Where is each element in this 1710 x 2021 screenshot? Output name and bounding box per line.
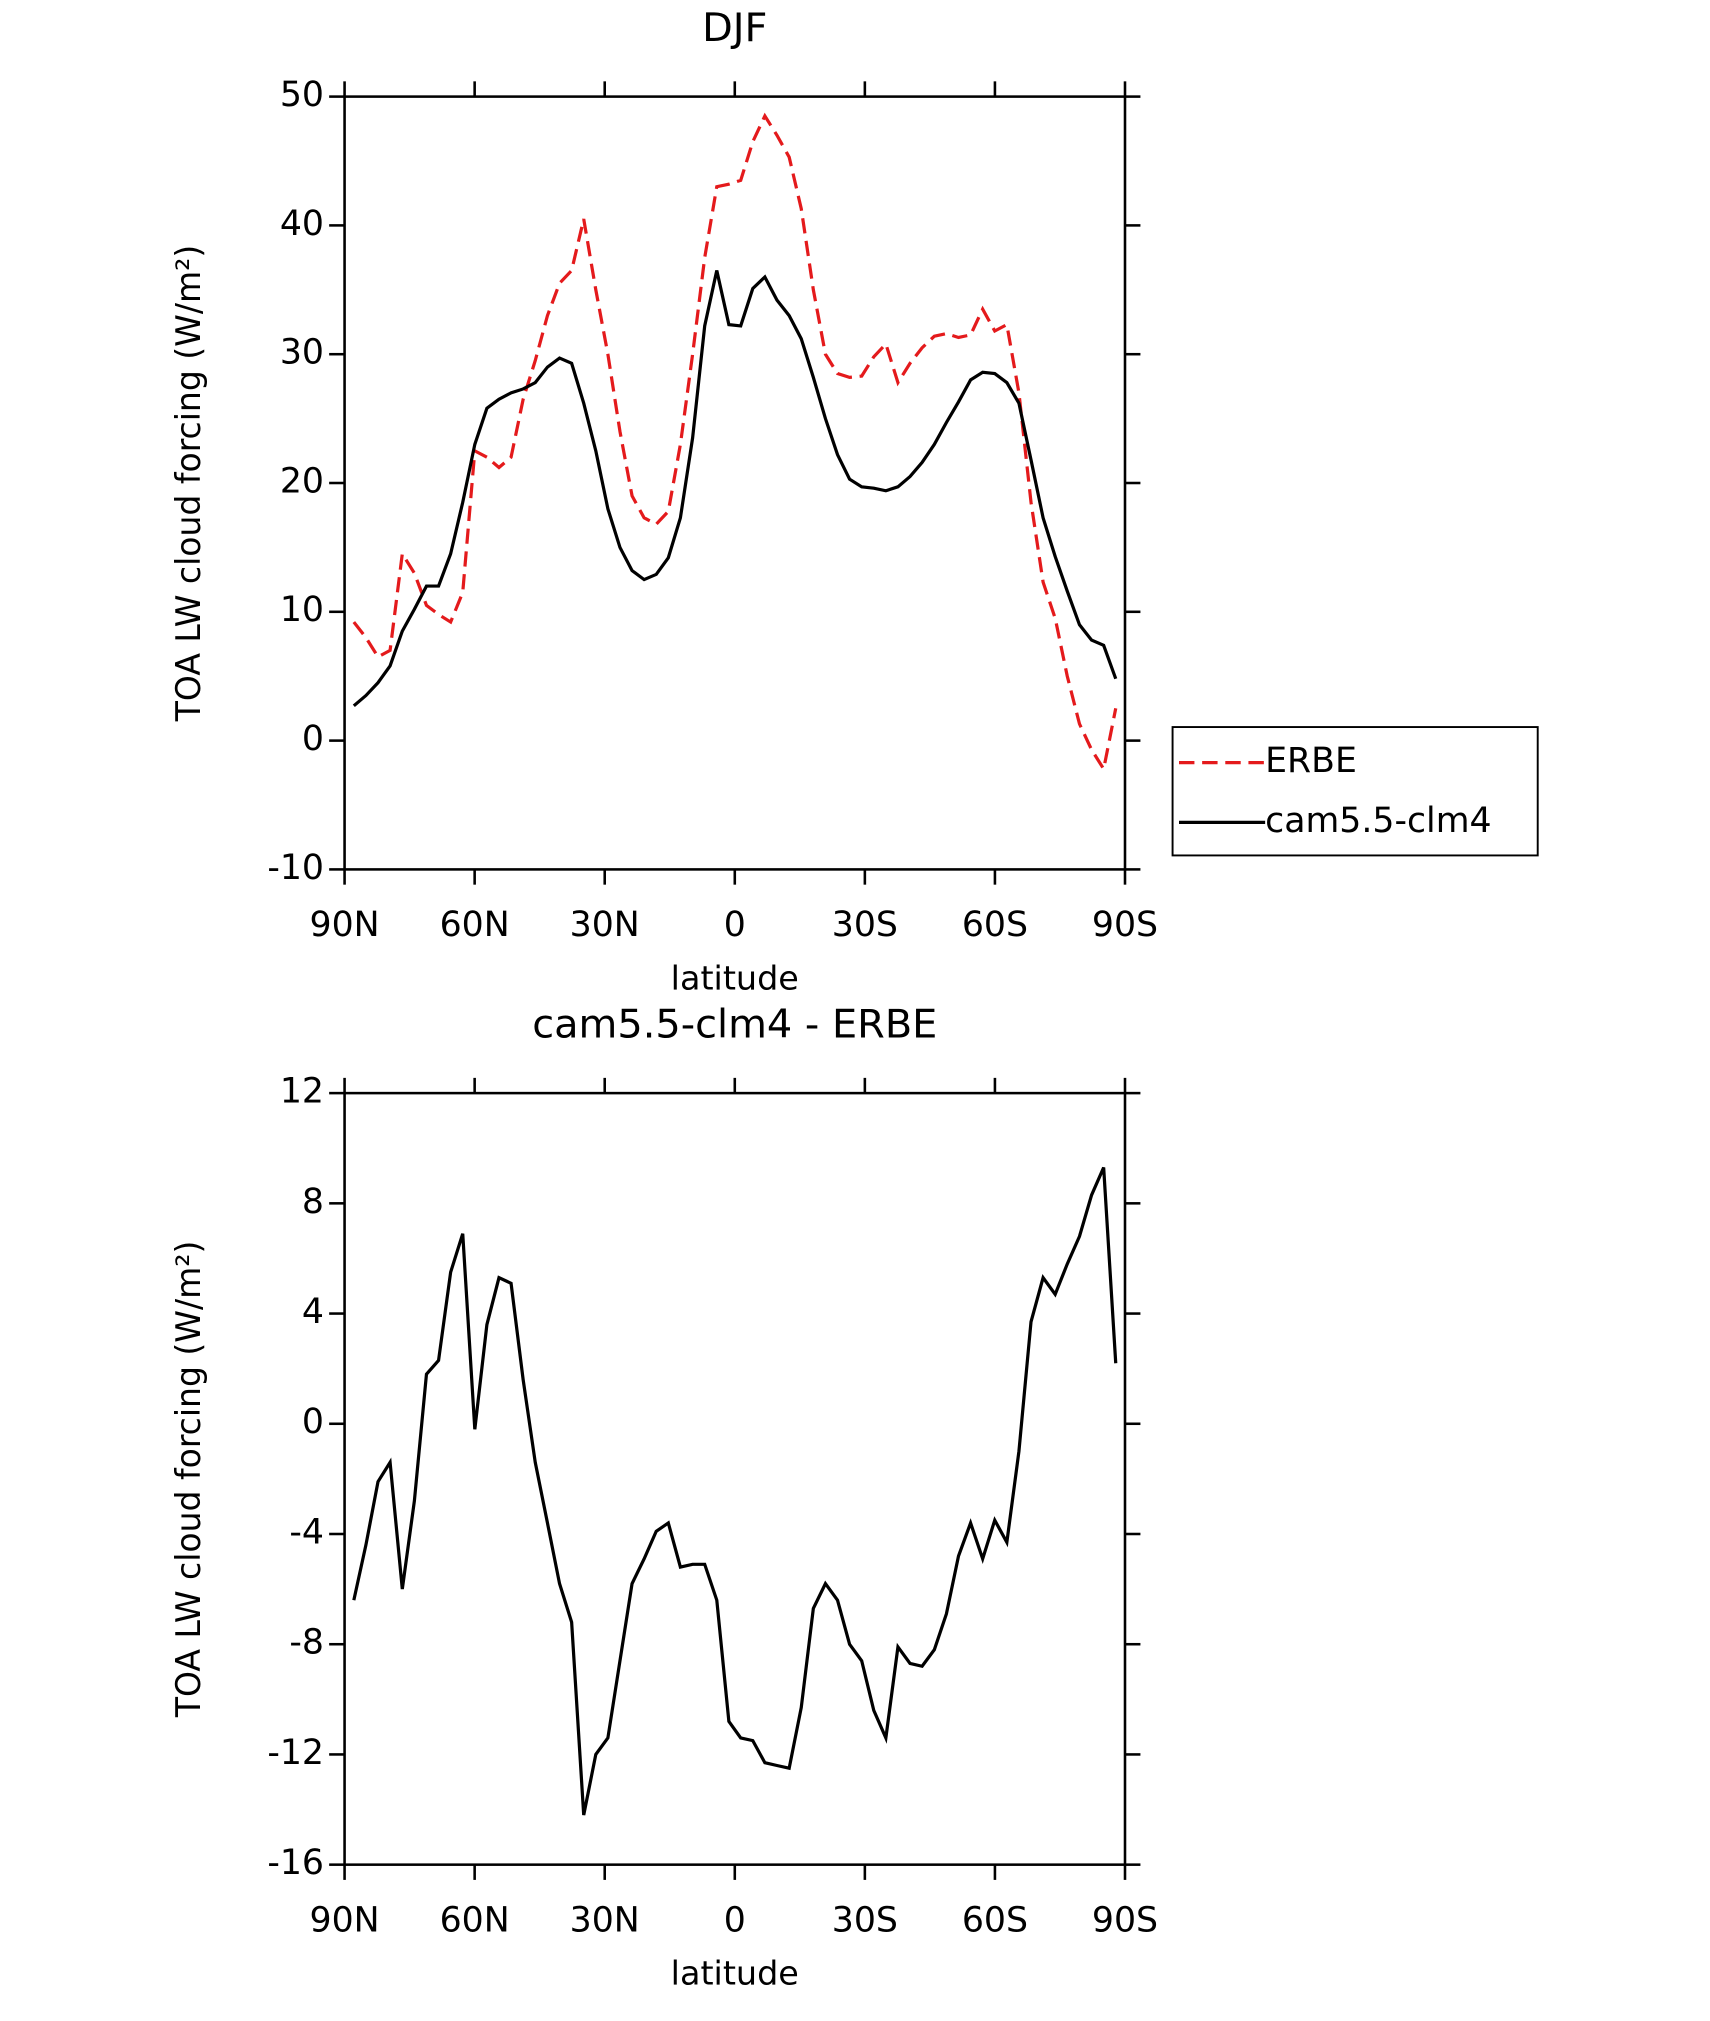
- legend-label: cam5.5-clm4: [1265, 801, 1491, 841]
- y-axis-label: TOA LW cloud forcing (W/m²): [169, 1241, 208, 1719]
- x-tick-label: 60N: [440, 905, 510, 945]
- legend-label: ERBE: [1265, 741, 1357, 781]
- y-tick-label: 12: [280, 1072, 324, 1112]
- y-tick-label: -12: [267, 1733, 324, 1773]
- x-tick-label: 30N: [570, 905, 640, 945]
- y-tick-label: -16: [267, 1843, 324, 1883]
- x-tick-label: 30S: [832, 905, 898, 945]
- data-line: [352, 270, 1118, 708]
- y-tick-label: 8: [302, 1182, 324, 1222]
- y-tick-label: 4: [302, 1292, 324, 1332]
- x-tick-label: 90N: [310, 905, 380, 945]
- x-axis-label: latitude: [671, 959, 799, 998]
- x-tick-label: 90N: [310, 1900, 380, 1940]
- x-tick-label: 30S: [832, 1900, 898, 1940]
- y-tick-label: 40: [280, 204, 324, 244]
- x-axis-label: latitude: [671, 1954, 799, 1993]
- y-tick-label: -10: [267, 848, 324, 888]
- x-tick-label: 0: [724, 1900, 746, 1940]
- plot-frame: [343, 1091, 1127, 1866]
- chart-title: cam5.5-clm4 - ERBE: [532, 1002, 937, 1048]
- plot-frame: [343, 95, 1127, 871]
- x-tick-label: 90S: [1092, 1900, 1158, 1940]
- chart-title: DJF: [702, 5, 767, 51]
- y-tick-label: 20: [280, 462, 324, 502]
- y-tick-label: 0: [302, 719, 324, 759]
- data-line: [352, 112, 1118, 774]
- y-tick-label: 0: [302, 1402, 324, 1442]
- data-line: [352, 1166, 1118, 1816]
- y-tick-label: 50: [280, 75, 324, 115]
- x-tick-label: 60N: [440, 1900, 510, 1940]
- y-tick-label: 10: [280, 590, 324, 630]
- x-tick-label: 60S: [962, 1900, 1028, 1940]
- x-tick-label: 90S: [1092, 905, 1158, 945]
- y-tick-label: -8: [289, 1623, 324, 1663]
- y-axis-label: TOA LW cloud forcing (W/m²): [169, 245, 208, 723]
- x-tick-label: 60S: [962, 905, 1028, 945]
- y-tick-label: 30: [280, 333, 324, 373]
- y-tick-label: -4: [289, 1513, 324, 1553]
- legend-box: [1171, 726, 1539, 857]
- x-tick-label: 0: [724, 905, 746, 945]
- x-tick-label: 30N: [570, 1900, 640, 1940]
